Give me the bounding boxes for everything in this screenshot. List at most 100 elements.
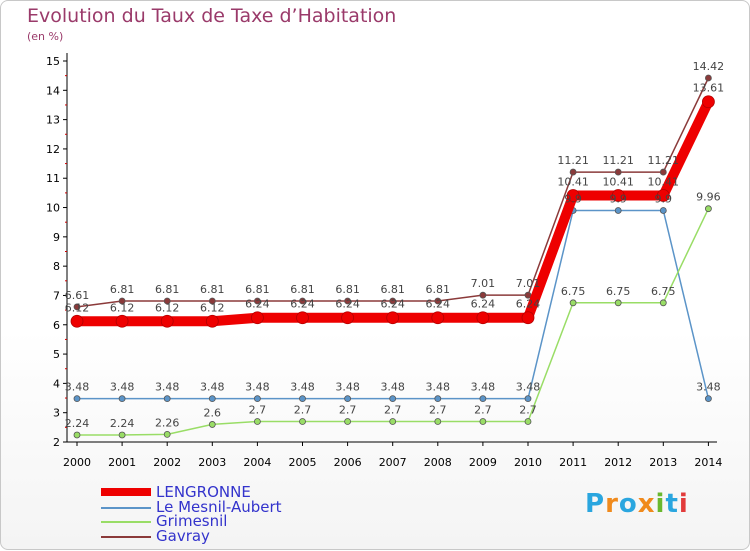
- logo-letter: i: [678, 489, 689, 519]
- data-point: [253, 297, 261, 305]
- data-point: [299, 297, 306, 305]
- data-point: [70, 314, 84, 328]
- data-label: 2.7: [249, 403, 267, 416]
- data-point: [115, 314, 129, 328]
- data-label: 9.96: [696, 191, 721, 204]
- legend-label-le-mesnil-aubert: Le Mesnil-Aubert: [156, 497, 282, 516]
- data-point: [611, 189, 625, 202]
- y-tick-label: 3: [53, 407, 60, 420]
- data-point: [73, 395, 81, 403]
- y-tick-label: 13: [46, 114, 60, 127]
- data-point: [705, 205, 712, 213]
- legend-label-grimesnil: Grimesnil: [156, 512, 228, 530]
- x-tick-label: 2000: [63, 456, 91, 469]
- x-tick-label: 2005: [289, 456, 317, 469]
- data-label: 3.48: [155, 381, 180, 394]
- data-label: 2.7: [384, 403, 402, 416]
- data-label: 2.6: [204, 406, 222, 419]
- data-point: [341, 311, 355, 325]
- x-tick-label: 2002: [153, 456, 181, 469]
- y-tick-label: 12: [46, 143, 60, 156]
- data-label: 2.7: [474, 403, 492, 416]
- legend-label-gavray: Gavray: [156, 526, 210, 545]
- x-tick-label: 2012: [604, 456, 632, 469]
- chart-title: Evolution du Taux de Taxe d’Habitation: [27, 5, 397, 27]
- data-label: 6.24: [245, 298, 270, 311]
- data-point: [160, 314, 174, 328]
- data-point: [434, 418, 442, 425]
- data-point: [659, 207, 667, 214]
- legend-swatch-gavray: [101, 535, 151, 538]
- data-point: [250, 311, 264, 325]
- data-label: 3.48: [696, 381, 721, 394]
- data-point: [614, 168, 622, 176]
- x-tick-label: 2010: [514, 456, 542, 469]
- data-point: [479, 395, 487, 403]
- data-label: 9.9: [564, 192, 582, 205]
- data-point: [208, 421, 216, 428]
- data-label: 2.7: [519, 403, 537, 416]
- data-label: 6.24: [516, 298, 541, 311]
- data-point: [569, 168, 577, 176]
- x-tick-label: 2011: [559, 456, 587, 469]
- data-label: 6.12: [155, 301, 180, 314]
- data-point: [659, 299, 667, 307]
- data-label: 6.75: [561, 285, 586, 298]
- data-point: [386, 311, 400, 325]
- data-label: 6.75: [651, 285, 676, 298]
- data-label: 11.21: [648, 154, 680, 167]
- legend-swatch-grimesnil: [101, 521, 151, 523]
- data-point: [73, 303, 81, 311]
- data-label: 6.81: [380, 283, 405, 296]
- data-label: 3.48: [290, 381, 315, 394]
- data-label: 3.48: [335, 381, 360, 394]
- y-tick-label: 11: [46, 172, 60, 185]
- data-label: 13.61: [693, 82, 725, 95]
- data-point: [344, 418, 352, 425]
- data-label: 6.24: [290, 298, 315, 311]
- data-label: 6.24: [380, 298, 405, 311]
- data-point: [253, 395, 261, 403]
- logo-letter: r: [605, 489, 619, 519]
- data-point: [434, 297, 442, 305]
- data-point: [389, 297, 397, 305]
- data-point: [299, 395, 306, 403]
- x-tick-label: 2001: [108, 456, 136, 469]
- data-label: 6.81: [200, 283, 225, 296]
- data-label: 7.01: [516, 277, 541, 290]
- data-label: 2.7: [339, 403, 357, 416]
- data-point: [118, 297, 126, 305]
- data-label: 2.7: [294, 403, 312, 416]
- data-point: [253, 418, 261, 425]
- logo-letter: t: [665, 489, 679, 519]
- data-label: 6.75: [606, 285, 631, 298]
- data-label: 9.9: [655, 192, 673, 205]
- data-point: [208, 395, 216, 403]
- data-point: [205, 314, 219, 328]
- logo-letter: i: [655, 489, 666, 519]
- data-label: 6.81: [245, 283, 270, 296]
- data-label: 6.24: [426, 298, 451, 311]
- chart-subtitle: (en %): [27, 30, 64, 43]
- x-tick-label: 2009: [469, 456, 497, 469]
- data-label: 3.48: [110, 381, 135, 394]
- x-tick-label: 2007: [379, 456, 407, 469]
- logo-letter: o: [618, 489, 638, 519]
- data-point: [705, 395, 712, 403]
- data-label: 6.81: [335, 283, 360, 296]
- data-label: 14.42: [693, 60, 725, 73]
- data-point: [659, 168, 667, 176]
- data-point: [163, 395, 171, 403]
- data-label: 6.24: [335, 298, 360, 311]
- data-label: 7.01: [471, 277, 496, 290]
- y-tick-label: 6: [53, 319, 60, 332]
- data-point: [344, 395, 352, 403]
- data-point: [434, 395, 442, 403]
- data-label: 2.24: [110, 417, 135, 430]
- data-point: [524, 418, 532, 425]
- data-point: [163, 297, 171, 305]
- x-tick-label: 2004: [243, 456, 271, 469]
- data-point: [566, 189, 580, 202]
- data-point: [208, 297, 216, 305]
